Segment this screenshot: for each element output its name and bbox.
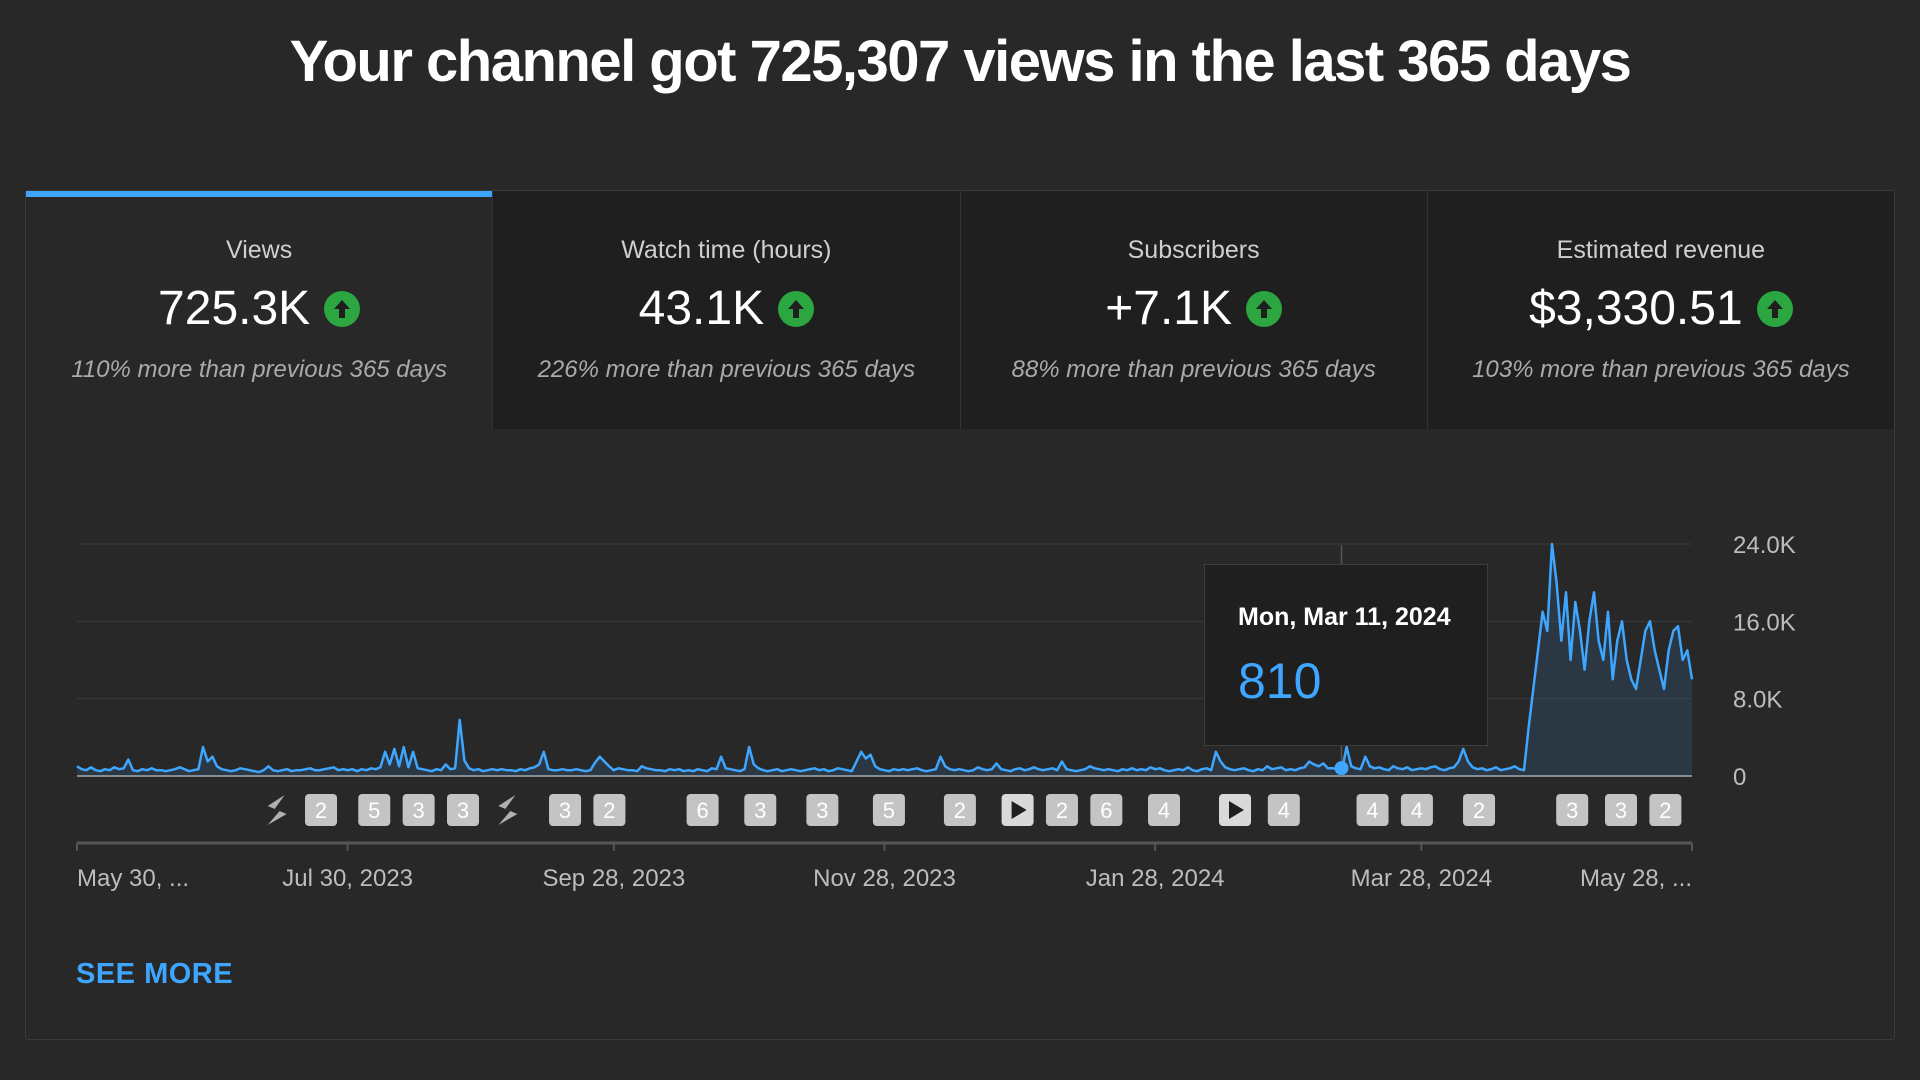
- video-count-marker: [744, 794, 777, 826]
- tab-value: 43.1K: [638, 282, 765, 335]
- tab-subscribers[interactable]: Subscribers +7.1K 88% more than previous…: [960, 191, 1428, 429]
- video-count-label: 3: [559, 798, 571, 823]
- video-count-label: 6: [696, 798, 708, 823]
- video-count-marker: [943, 794, 976, 826]
- video-count-marker: [549, 794, 582, 826]
- video-count-marker: [806, 794, 839, 826]
- tab-label: Views: [226, 236, 293, 264]
- video-count-label: 5: [883, 798, 895, 823]
- video-count-label: 3: [1615, 798, 1627, 823]
- x-tick-label: Jul 30, 2023: [282, 865, 413, 892]
- video-count-label: 6: [1100, 798, 1112, 823]
- views-area: [77, 544, 1692, 776]
- tab-label: Watch time (hours): [621, 236, 832, 264]
- video-count-marker: [402, 794, 435, 826]
- video-count-label: 3: [816, 798, 828, 823]
- arrow-up-icon: [778, 290, 815, 327]
- tab-value: 725.3K: [158, 282, 311, 335]
- chart-tooltip: Mon, Mar 11, 2024 810: [1204, 564, 1488, 746]
- video-count-label: 3: [754, 798, 766, 823]
- video-count-marker: [358, 794, 391, 826]
- video-count-label: 2: [954, 798, 966, 823]
- video-count-label: 3: [1566, 798, 1578, 823]
- x-tick-label: Jan 28, 2024: [1086, 865, 1225, 892]
- tab-delta: 110% more than previous 365 days: [71, 356, 448, 383]
- video-count-label: 2: [1659, 798, 1671, 823]
- x-tick-label: May 30, ...: [77, 865, 189, 892]
- video-count-label: 3: [457, 798, 469, 823]
- tooltip-date: Mon, Mar 11, 2024: [1238, 603, 1451, 631]
- y-tick-label: 8.0K: [1733, 687, 1782, 714]
- views-line: [76, 542, 1694, 774]
- shorts-icon: [498, 795, 518, 825]
- video-count-marker: [1045, 794, 1078, 826]
- tab-value: +7.1K: [1105, 282, 1233, 335]
- video-count-label: 2: [1056, 798, 1068, 823]
- tab-value: $3,330.51: [1529, 282, 1743, 335]
- tab-delta: 88% more than previous 365 days: [1011, 356, 1376, 383]
- tab-estimated-revenue[interactable]: Estimated revenue $3,330.51 103% more th…: [1427, 191, 1894, 429]
- play-icon: [1011, 801, 1027, 819]
- hover-point: [1334, 761, 1349, 776]
- tab-delta: 103% more than previous 365 days: [1472, 356, 1850, 383]
- arrow-up-icon: [324, 290, 361, 327]
- tab-watch-time[interactable]: Watch time (hours) 43.1K 226% more than …: [493, 191, 961, 429]
- page-title: Your channel got 725,307 views in the la…: [289, 29, 1632, 94]
- play-icon: [1229, 801, 1245, 819]
- video-count-marker: [686, 794, 719, 826]
- video-count-label: 2: [1473, 798, 1485, 823]
- video-count-marker: [447, 794, 480, 826]
- x-tick-label: May 28, ...: [1580, 865, 1692, 892]
- video-count-label: 4: [1158, 798, 1170, 823]
- video-count-marker: [1463, 794, 1496, 826]
- video-count-label: 2: [315, 798, 327, 823]
- video-count-marker: [1090, 794, 1123, 826]
- video-count-marker: [1605, 794, 1638, 826]
- video-count-label: 2: [603, 798, 615, 823]
- video-count-label: 3: [413, 798, 425, 823]
- y-tick-label: 0: [1733, 764, 1746, 791]
- video-count-marker: [1556, 794, 1589, 826]
- shorts-icon: [267, 795, 287, 825]
- x-tick-label: Sep 28, 2023: [542, 865, 685, 892]
- x-tick-label: Mar 28, 2024: [1351, 865, 1492, 892]
- see-more-link[interactable]: SEE MORE: [76, 958, 234, 990]
- video-count-label: 5: [368, 798, 380, 823]
- video-count-marker: [1400, 794, 1433, 826]
- video-count-label: 4: [1411, 798, 1423, 823]
- tab-label: Subscribers: [1127, 236, 1260, 264]
- metric-tabs: Views 725.3K 110% more than previous 365…: [26, 191, 1894, 429]
- tooltip-value: 810: [1238, 653, 1322, 709]
- tab-delta: 226% more than previous 365 days: [537, 356, 916, 383]
- analytics-card: Views 725.3K 110% more than previous 365…: [25, 190, 1895, 1040]
- video-count-marker: [1649, 794, 1682, 826]
- video-count-marker: [1356, 794, 1389, 826]
- arrow-up-icon: [1246, 290, 1283, 327]
- tab-views[interactable]: Views 725.3K 110% more than previous 365…: [26, 191, 494, 429]
- x-tick-label: Nov 28, 2023: [813, 865, 956, 892]
- y-tick-label: 24.0K: [1733, 532, 1796, 559]
- y-tick-label: 16.0K: [1733, 609, 1796, 636]
- video-count-marker: [305, 794, 338, 826]
- video-count-marker: [1267, 794, 1300, 826]
- arrow-up-icon: [1756, 290, 1793, 327]
- video-count-marker: [872, 794, 905, 826]
- tab-label: Estimated revenue: [1556, 236, 1766, 264]
- video-count-label: 4: [1278, 798, 1290, 823]
- video-count-marker: [593, 794, 626, 826]
- video-count-marker: [1148, 794, 1181, 826]
- video-count-label: 4: [1366, 798, 1378, 823]
